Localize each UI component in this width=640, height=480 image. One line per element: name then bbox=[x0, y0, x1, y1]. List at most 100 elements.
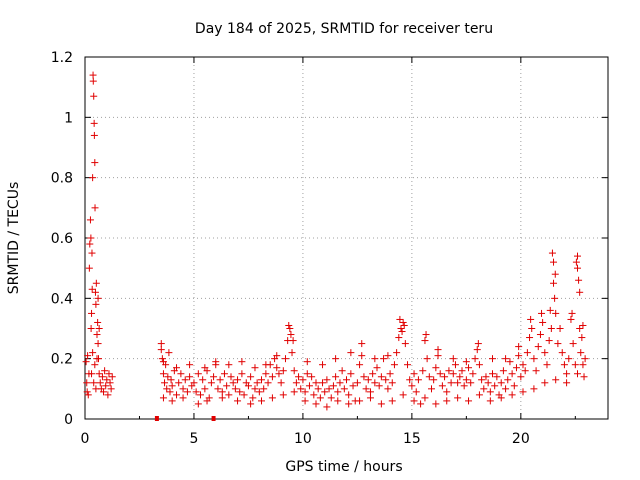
data-point bbox=[88, 285, 96, 293]
data-point bbox=[94, 340, 102, 348]
data-point bbox=[319, 361, 327, 369]
data-point bbox=[465, 364, 473, 372]
data-point bbox=[92, 300, 100, 308]
data-point bbox=[334, 397, 342, 405]
data-point bbox=[210, 373, 218, 381]
data-point bbox=[177, 370, 185, 378]
grid bbox=[85, 57, 608, 419]
data-point bbox=[192, 388, 200, 396]
data-point bbox=[312, 400, 320, 408]
data-point bbox=[554, 340, 562, 348]
data-point bbox=[157, 340, 165, 348]
data-point bbox=[258, 397, 266, 405]
data-point bbox=[234, 397, 242, 405]
data-point bbox=[519, 361, 527, 369]
data-point bbox=[508, 391, 516, 399]
data-point bbox=[401, 340, 409, 348]
data-point bbox=[471, 355, 479, 363]
data-point bbox=[168, 382, 176, 390]
data-point bbox=[90, 131, 98, 139]
data-point bbox=[515, 352, 523, 360]
axis-ticks: 0 5 10 15 20 0 0.2 0.4 0.6 0.8 1 1.2 bbox=[51, 50, 608, 447]
data-point bbox=[454, 379, 462, 387]
data-point bbox=[164, 373, 172, 381]
data-point bbox=[486, 388, 494, 396]
y-tick-label: 1.2 bbox=[51, 50, 73, 66]
data-point bbox=[536, 331, 544, 339]
data-point bbox=[238, 370, 246, 378]
data-point bbox=[332, 355, 340, 363]
data-point bbox=[92, 385, 100, 393]
data-point bbox=[576, 288, 584, 296]
data-point bbox=[454, 394, 462, 402]
data-point bbox=[87, 234, 95, 242]
data-point bbox=[482, 373, 490, 381]
data-point bbox=[497, 394, 505, 402]
data-point bbox=[273, 352, 281, 360]
data-point bbox=[449, 370, 457, 378]
data-point bbox=[550, 258, 558, 266]
data-point bbox=[301, 397, 309, 405]
data-point bbox=[277, 379, 285, 387]
data-point bbox=[158, 355, 166, 363]
data-point bbox=[89, 174, 97, 182]
data-point bbox=[436, 370, 444, 378]
data-point bbox=[396, 315, 404, 323]
data-point bbox=[580, 373, 588, 381]
data-point bbox=[512, 364, 520, 372]
data-point bbox=[545, 337, 553, 345]
data-point bbox=[567, 315, 575, 323]
data-point bbox=[345, 400, 353, 408]
data-point bbox=[303, 370, 311, 378]
data-point bbox=[289, 337, 297, 345]
data-point bbox=[343, 376, 350, 384]
data-point bbox=[578, 334, 586, 342]
data-point bbox=[475, 361, 483, 369]
data-point bbox=[493, 373, 501, 381]
data-point bbox=[303, 358, 311, 366]
data-point bbox=[551, 270, 559, 278]
data-point bbox=[336, 379, 344, 387]
data-point bbox=[534, 343, 542, 351]
data-point bbox=[438, 382, 446, 390]
data-point bbox=[569, 340, 577, 348]
data-point bbox=[94, 318, 102, 326]
data-point bbox=[473, 346, 481, 354]
data-point bbox=[255, 388, 263, 396]
data-point bbox=[95, 325, 103, 332]
data-point bbox=[410, 370, 418, 378]
data-point bbox=[305, 382, 313, 390]
data-point bbox=[96, 379, 104, 387]
data-point bbox=[366, 388, 374, 396]
data-point bbox=[95, 370, 103, 378]
data-point bbox=[384, 385, 392, 393]
data-point bbox=[91, 159, 99, 167]
data-point bbox=[414, 376, 422, 384]
data-point bbox=[445, 367, 453, 375]
data-point bbox=[560, 361, 568, 369]
data-point bbox=[579, 361, 587, 369]
data-point bbox=[502, 385, 510, 393]
data-point bbox=[273, 364, 281, 372]
data-point bbox=[89, 71, 97, 79]
data-point bbox=[88, 249, 96, 257]
data-point bbox=[465, 397, 473, 405]
data-point bbox=[432, 400, 440, 408]
data-point bbox=[380, 355, 388, 363]
data-point bbox=[427, 385, 435, 393]
data-point bbox=[460, 382, 468, 390]
data-points bbox=[82, 71, 589, 421]
data-point bbox=[91, 361, 99, 369]
data-point bbox=[398, 328, 406, 336]
data-point bbox=[231, 385, 239, 393]
data-point bbox=[550, 279, 558, 287]
gap-marker bbox=[154, 416, 159, 421]
data-point bbox=[419, 367, 427, 375]
data-point bbox=[101, 367, 109, 375]
data-point bbox=[279, 391, 287, 399]
data-point bbox=[286, 325, 294, 332]
data-point bbox=[297, 385, 305, 393]
data-point bbox=[290, 388, 298, 396]
data-point bbox=[404, 361, 412, 369]
data-point bbox=[179, 385, 187, 393]
